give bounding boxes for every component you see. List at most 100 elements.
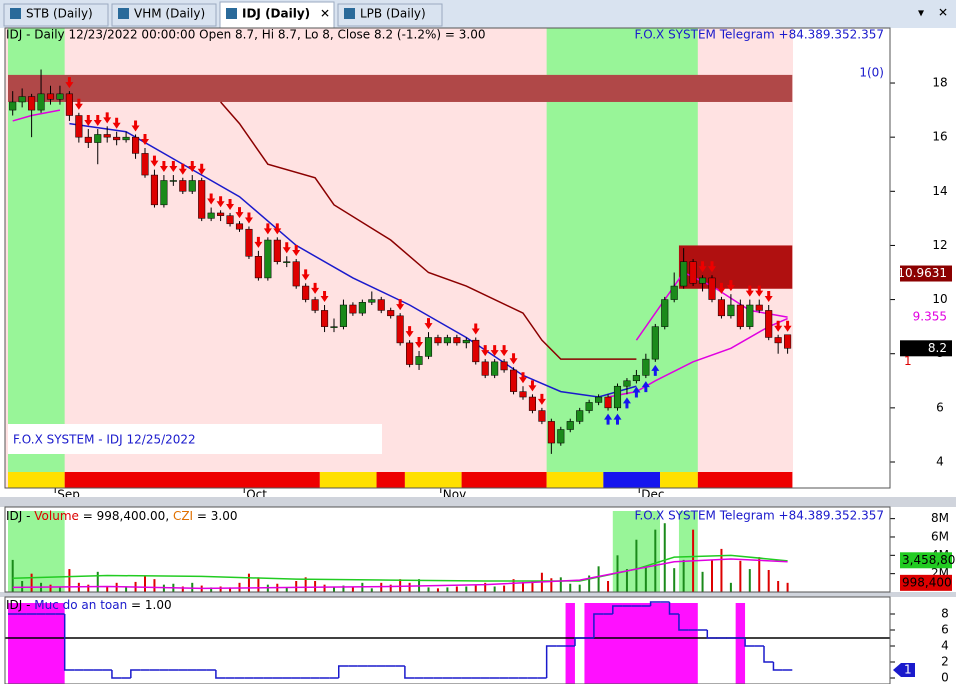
- y-tick-label: 10: [932, 292, 947, 306]
- y-tick-label: 14: [932, 184, 947, 198]
- safety-step: [111, 670, 122, 679]
- caption: F.O.X SYSTEM - IDJ 12/25/2022: [13, 433, 196, 447]
- tab-label[interactable]: LPB (Daily): [360, 7, 426, 21]
- volume-bar: [465, 586, 468, 592]
- charts: SepOctNovDec468101214161810.96319.3558.2…: [0, 27, 956, 684]
- header-part: = 998,400.00,: [79, 509, 173, 523]
- volume-brand: F.O.X SYSTEM Telegram +84.389.352.357: [634, 509, 884, 523]
- candle-body: [377, 299, 385, 311]
- safety-zone: [584, 603, 698, 684]
- volume-bar: [323, 584, 326, 592]
- safety-step: [744, 638, 755, 647]
- sell-arrow: [273, 223, 282, 235]
- candle-body: [689, 261, 697, 284]
- volume-bar: [333, 587, 335, 592]
- candle-body: [75, 115, 83, 138]
- candle-body: [321, 310, 329, 327]
- sell-arrow: [405, 326, 414, 338]
- tab-label[interactable]: VHM (Daily): [134, 7, 205, 21]
- candle-body: [727, 304, 735, 317]
- volume-bar: [342, 585, 345, 592]
- buy-arrow: [604, 413, 613, 425]
- candle-body: [736, 304, 744, 327]
- volume-bar: [153, 579, 156, 592]
- candle-body: [273, 239, 281, 262]
- tab[interactable]: [3, 3, 109, 27]
- candle-body: [491, 361, 499, 376]
- volume-bar: [125, 587, 128, 592]
- candle-body: [283, 261, 291, 263]
- candle-body: [651, 326, 659, 360]
- volume-marker: [900, 552, 952, 569]
- y-tick-label: 6: [941, 623, 949, 637]
- tab[interactable]: [337, 3, 443, 27]
- sell-arrow: [471, 323, 480, 335]
- header-part: IDJ -: [6, 509, 34, 523]
- tab[interactable]: [219, 1, 335, 29]
- candle-body: [613, 385, 622, 409]
- safety-step: [130, 669, 141, 678]
- candle-body: [566, 421, 574, 430]
- close-button[interactable]: ✕: [938, 6, 948, 20]
- sell-arrow: [235, 207, 244, 219]
- candle-body: [65, 93, 73, 116]
- volume-bar: [49, 584, 52, 592]
- sell-arrow: [415, 337, 424, 349]
- price-marker: [900, 340, 952, 357]
- tab-label[interactable]: STB (Daily): [26, 7, 93, 21]
- price-header: IDJ - Daily 12/23/2022 00:00:00 Open 8.7…: [6, 28, 485, 42]
- candle-body: [576, 410, 584, 422]
- volume-bar: [30, 573, 33, 592]
- sell-arrow: [424, 318, 433, 330]
- tab[interactable]: [111, 3, 217, 27]
- candle-body: [396, 315, 404, 344]
- safety-zone: [735, 603, 746, 684]
- candle-body: [245, 228, 253, 257]
- volume-bar: [11, 559, 14, 592]
- volume-bar: [767, 569, 770, 592]
- volume-bar: [144, 575, 146, 592]
- tab-menu[interactable]: ▾: [918, 6, 924, 20]
- status-segment: [64, 472, 320, 488]
- candle-body: [680, 261, 688, 287]
- sell-arrow: [774, 320, 783, 332]
- volume-zone: [8, 511, 65, 592]
- price-marker: [900, 265, 952, 282]
- volume-bar: [106, 586, 109, 592]
- candle-body: [198, 180, 206, 219]
- sell-arrow: [103, 112, 112, 124]
- volume-bar: [96, 571, 99, 592]
- sell-arrow: [698, 261, 707, 273]
- volume-bar: [446, 587, 449, 592]
- candle-body: [510, 369, 518, 392]
- tab-label[interactable]: IDJ (Daily): [242, 7, 310, 21]
- volume-bar: [711, 559, 713, 592]
- sell-arrow: [169, 161, 178, 173]
- safety-zone: [565, 603, 575, 684]
- candle-body: [472, 339, 480, 363]
- candle-body: [415, 356, 423, 365]
- volume-bar: [304, 577, 307, 592]
- volume-bar: [247, 573, 250, 592]
- volume-bar: [663, 523, 666, 592]
- candle-body: [150, 174, 158, 206]
- sell-arrow: [528, 380, 537, 392]
- safety-step: [574, 637, 585, 646]
- volume-bar: [654, 529, 657, 592]
- resistance-band: [8, 74, 793, 102]
- panel-header: IDJ - Muc do an toan = 1.00: [6, 598, 172, 612]
- candle-body: [774, 337, 782, 344]
- volume-bar: [474, 585, 477, 592]
- candle-body: [207, 212, 215, 219]
- candle-body: [387, 310, 395, 317]
- safety-step: [649, 601, 660, 606]
- volume-bar: [87, 584, 90, 592]
- volume-bar: [739, 560, 742, 592]
- candle-body: [235, 223, 244, 230]
- candle-body: [113, 136, 121, 141]
- panel-header: IDJ - Volume = 998,400.00, CZI = 3.00: [6, 509, 238, 523]
- volume-bar: [597, 566, 600, 592]
- candle-body: [160, 180, 168, 206]
- sell-arrow: [226, 198, 235, 210]
